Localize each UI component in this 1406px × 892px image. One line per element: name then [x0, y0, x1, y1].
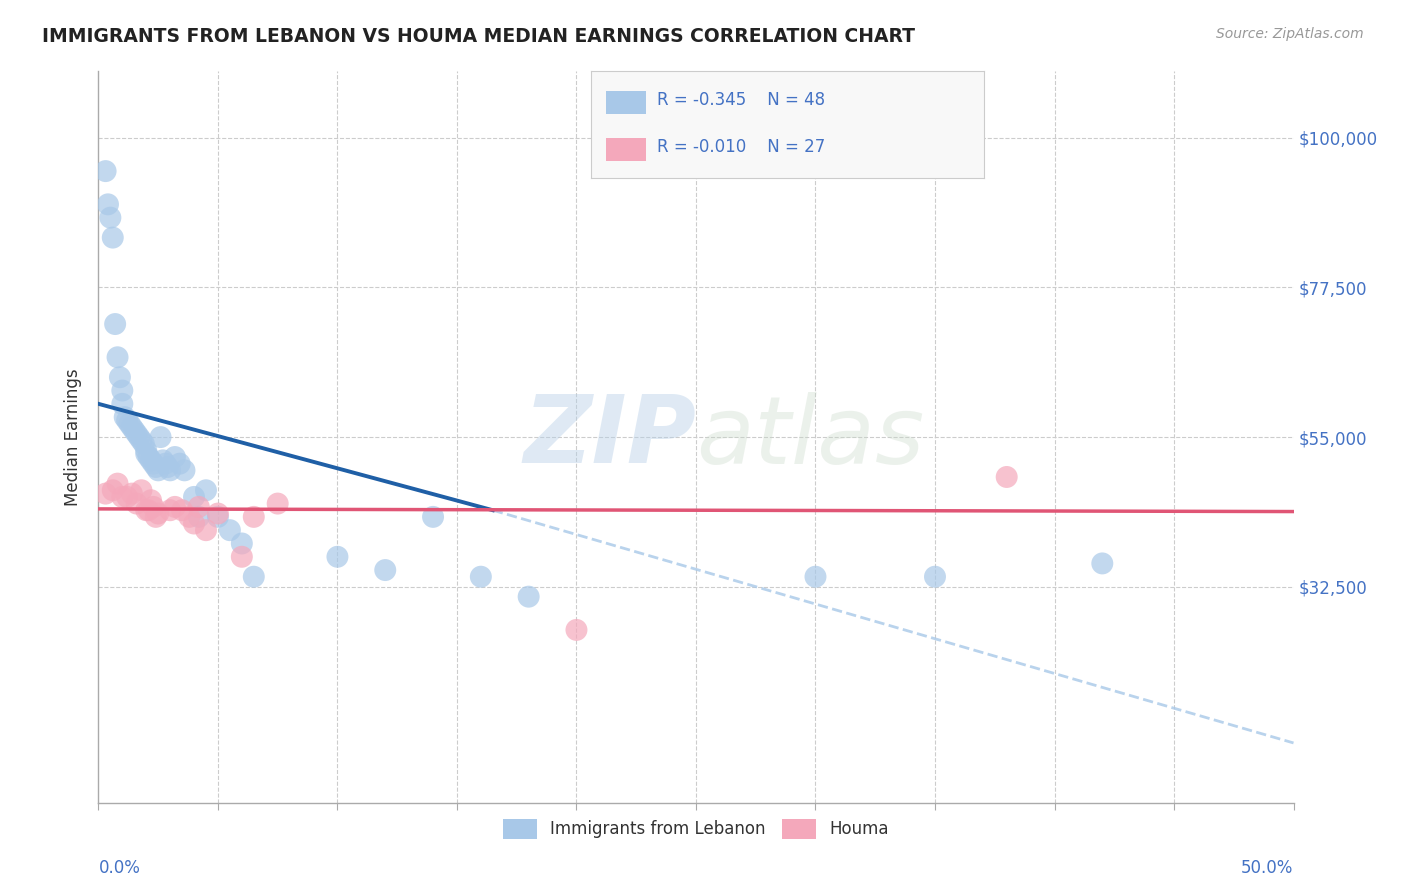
Point	[142, 500, 165, 514]
Point	[135, 443, 157, 458]
Point	[195, 523, 218, 537]
Point	[156, 460, 179, 475]
Point	[131, 483, 153, 498]
Point	[155, 457, 177, 471]
Point	[101, 483, 124, 498]
Point	[149, 430, 172, 444]
Point	[470, 570, 492, 584]
Point	[183, 490, 205, 504]
Point	[995, 470, 1018, 484]
Point	[125, 426, 148, 441]
Text: ZIP: ZIP	[523, 391, 696, 483]
Point	[139, 493, 162, 508]
Point	[135, 447, 157, 461]
FancyBboxPatch shape	[606, 137, 645, 161]
Point	[267, 497, 290, 511]
Point	[565, 623, 588, 637]
Text: atlas: atlas	[696, 392, 924, 483]
Point	[98, 211, 122, 225]
Point	[187, 500, 209, 514]
Point	[231, 549, 253, 564]
Point	[135, 503, 157, 517]
Point	[159, 503, 181, 517]
Point	[131, 434, 153, 448]
Point	[163, 450, 186, 464]
Y-axis label: Median Earnings: Median Earnings	[65, 368, 83, 506]
Point	[179, 509, 201, 524]
Point	[115, 413, 138, 427]
Point	[148, 463, 170, 477]
Point	[1091, 557, 1114, 571]
Point	[94, 164, 117, 178]
Point	[124, 424, 146, 438]
Point	[163, 500, 186, 514]
Point	[111, 490, 134, 504]
Point	[115, 490, 138, 504]
Point	[128, 430, 150, 444]
Point	[108, 370, 131, 384]
Text: R = -0.345    N = 48: R = -0.345 N = 48	[658, 91, 825, 109]
Point	[152, 453, 174, 467]
Text: Source: ZipAtlas.com: Source: ZipAtlas.com	[1216, 27, 1364, 41]
Point	[219, 523, 242, 537]
Point	[121, 420, 143, 434]
Point	[118, 417, 141, 431]
Point	[145, 509, 167, 524]
Text: 50.0%: 50.0%	[1241, 859, 1294, 878]
Point	[159, 463, 181, 477]
Point	[172, 503, 194, 517]
Point	[924, 570, 946, 584]
Point	[187, 509, 209, 524]
Point	[104, 317, 127, 331]
Text: 0.0%: 0.0%	[98, 859, 141, 878]
Point	[138, 503, 160, 517]
Point	[94, 486, 117, 500]
Text: R = -0.010    N = 27: R = -0.010 N = 27	[658, 138, 825, 156]
Point	[111, 397, 134, 411]
Point	[111, 384, 134, 398]
Point	[139, 453, 162, 467]
Point	[517, 590, 540, 604]
Point	[142, 457, 165, 471]
Point	[326, 549, 349, 564]
Point	[183, 516, 205, 531]
Point	[243, 570, 266, 584]
Point	[804, 570, 827, 584]
Legend: Immigrants from Lebanon, Houma: Immigrants from Lebanon, Houma	[496, 812, 896, 846]
Point	[173, 463, 195, 477]
Point	[107, 476, 129, 491]
Point	[145, 460, 167, 475]
Point	[374, 563, 396, 577]
Point	[107, 351, 129, 365]
Point	[231, 536, 253, 550]
Point	[101, 230, 124, 244]
Point	[169, 457, 191, 471]
FancyBboxPatch shape	[606, 91, 645, 114]
Point	[207, 507, 229, 521]
Point	[97, 197, 120, 211]
Point	[207, 509, 229, 524]
Point	[422, 509, 444, 524]
Point	[121, 486, 143, 500]
Point	[243, 509, 266, 524]
Point	[148, 507, 170, 521]
Point	[125, 497, 148, 511]
Point	[138, 450, 160, 464]
Point	[132, 436, 155, 450]
Point	[195, 483, 218, 498]
Point	[114, 410, 136, 425]
Text: IMMIGRANTS FROM LEBANON VS HOUMA MEDIAN EARNINGS CORRELATION CHART: IMMIGRANTS FROM LEBANON VS HOUMA MEDIAN …	[42, 27, 915, 45]
